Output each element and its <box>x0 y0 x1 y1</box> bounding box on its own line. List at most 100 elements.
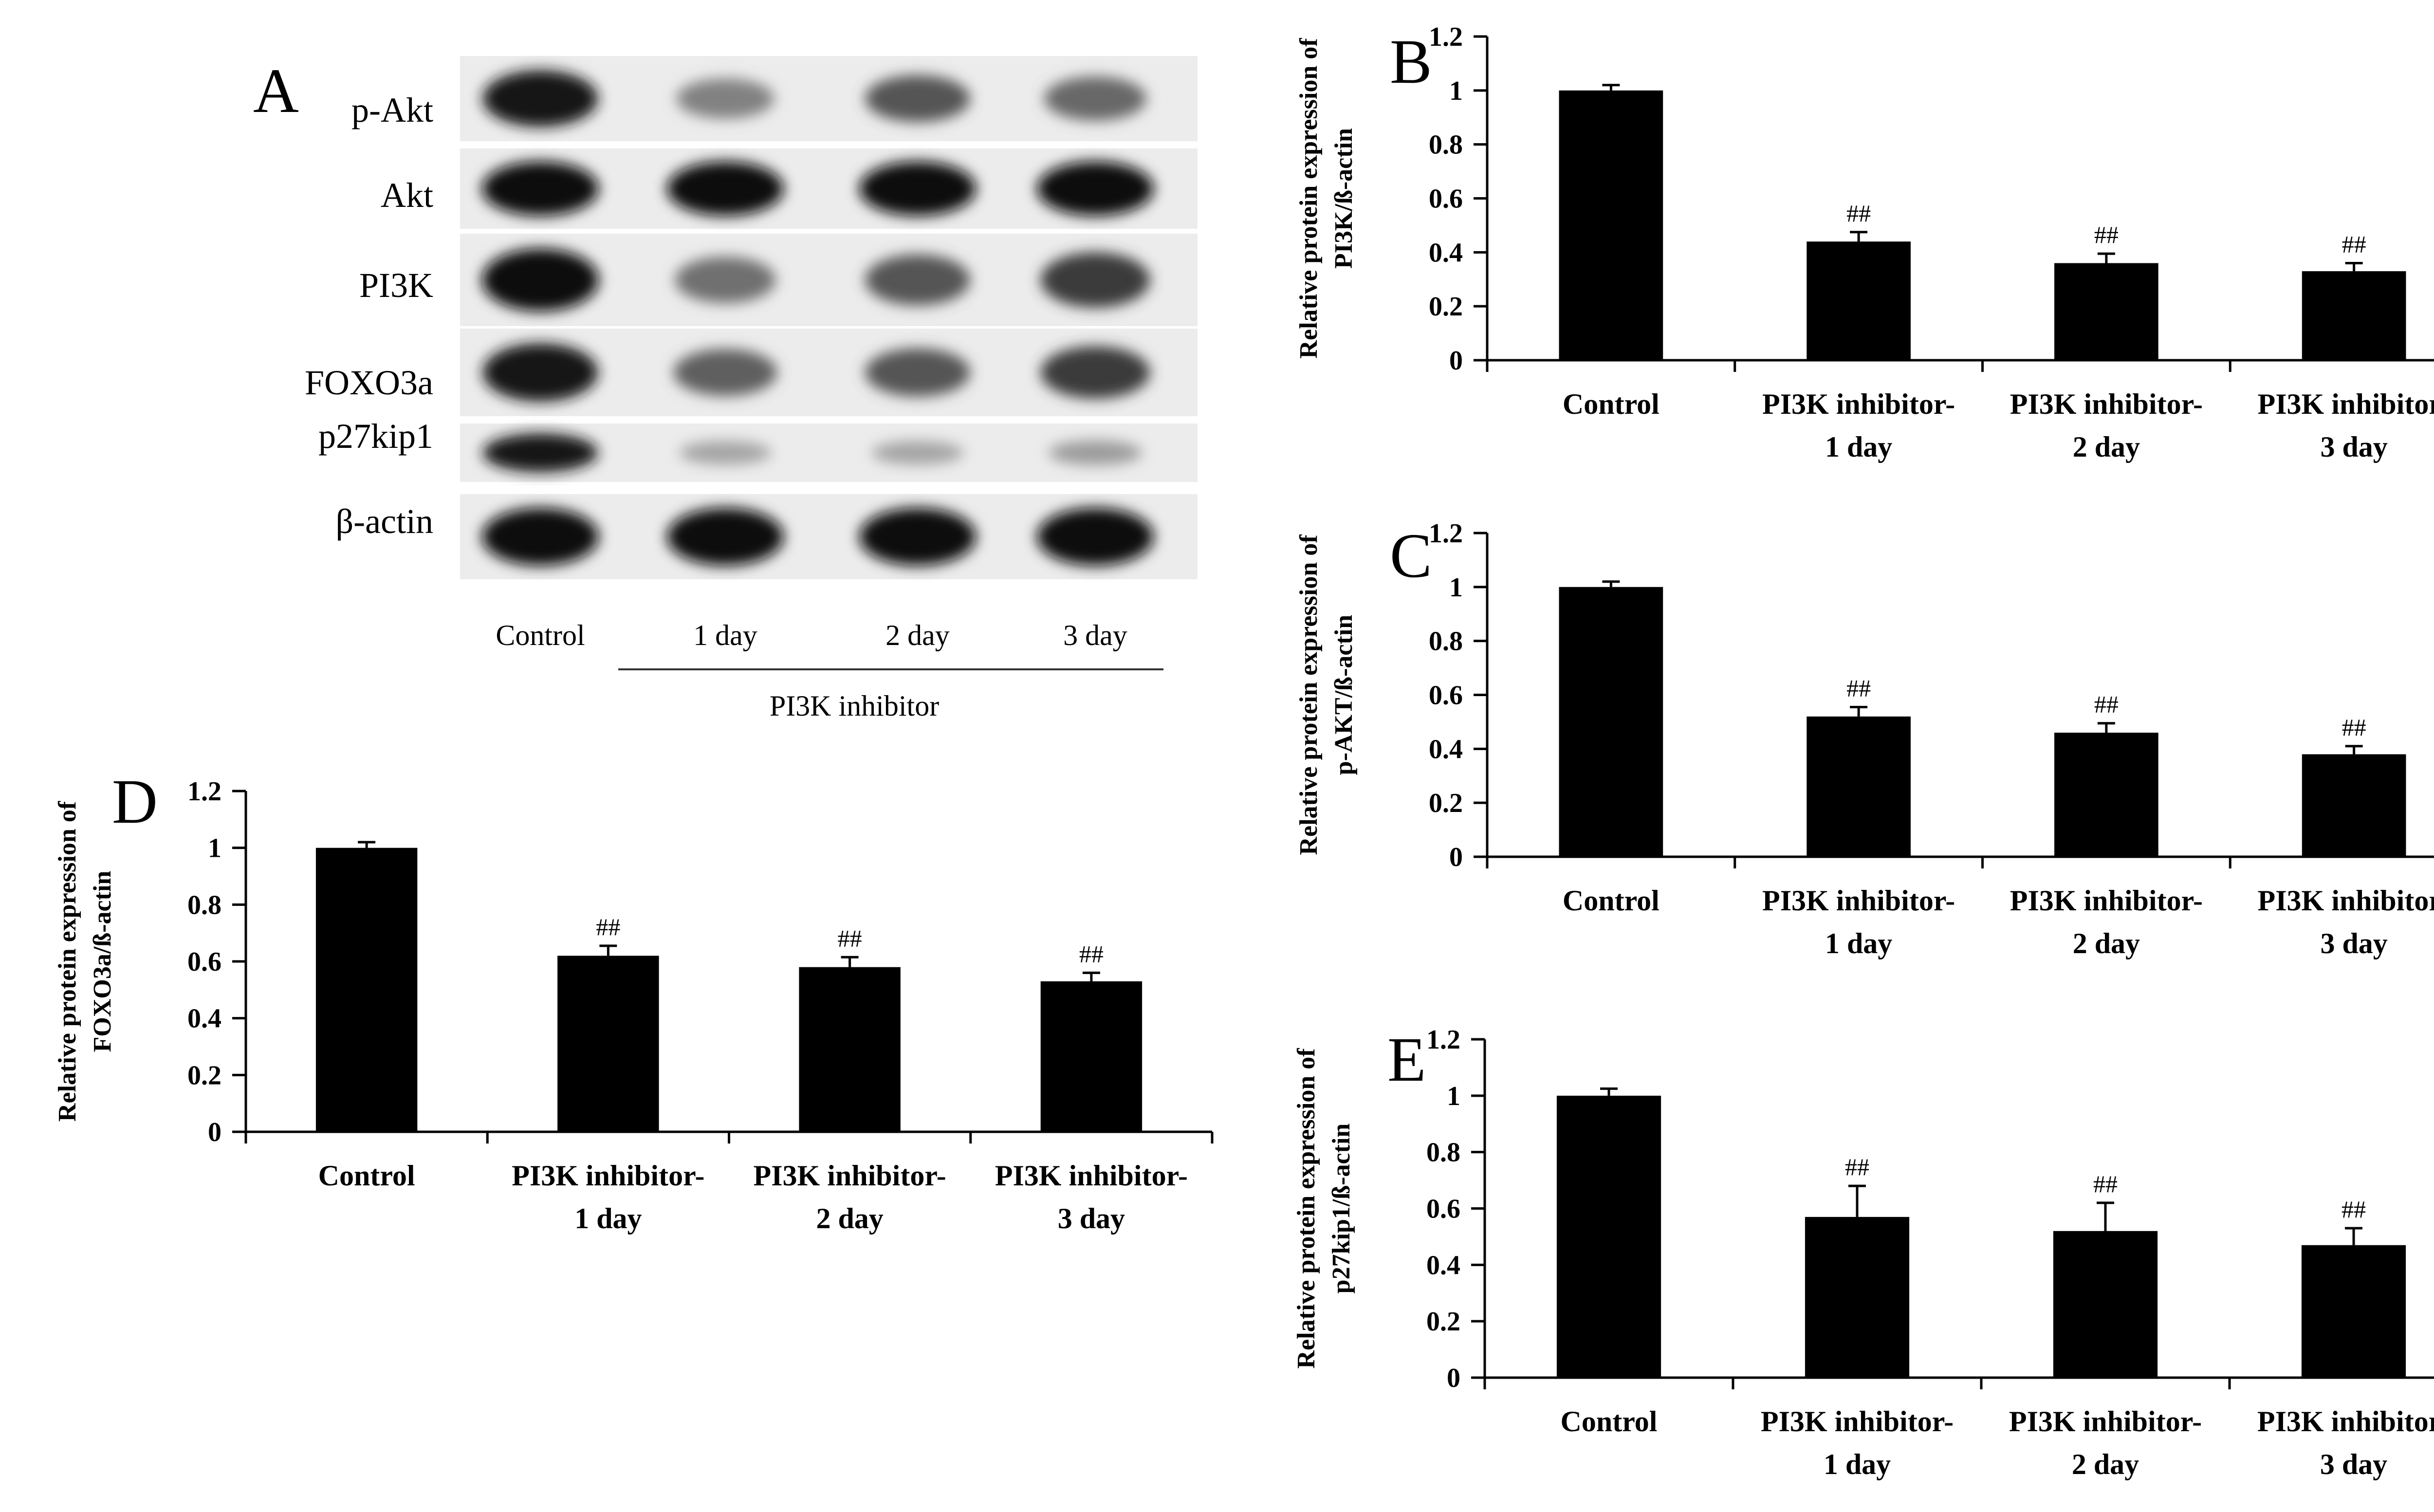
blot-band <box>675 257 776 303</box>
bar <box>1040 981 1143 1132</box>
y-tick-label: 0 <box>1447 1363 1460 1393</box>
significance-marker: ## <box>1846 200 1871 227</box>
bar <box>2054 733 2158 857</box>
y-axis-label: p-AKT/ß-actin <box>1330 615 1358 775</box>
blot-band <box>859 161 976 216</box>
bar <box>799 967 901 1132</box>
x-category-label: 2 day <box>2073 431 2140 463</box>
x-category-label: 1 day <box>574 1202 642 1235</box>
x-category-label: 1 day <box>1824 1448 1891 1480</box>
y-tick-label: 0.6 <box>1426 1194 1460 1224</box>
x-category-label: PI3K inhibitor- <box>512 1160 704 1192</box>
panel-label: D <box>112 767 158 837</box>
blot-band <box>482 343 598 402</box>
blot-band <box>1040 346 1150 399</box>
blot-band <box>1037 161 1154 216</box>
x-category-label: PI3K inhibitor- <box>2010 885 2203 917</box>
blot-band <box>482 248 599 312</box>
y-tick-label: 0.8 <box>1429 627 1463 657</box>
y-tick-label: 0.4 <box>1429 238 1463 268</box>
x-category-label: 2 day <box>2073 927 2140 959</box>
y-tick-label: 0.2 <box>187 1060 221 1090</box>
y-tick-label: 0 <box>208 1117 221 1147</box>
x-category-label: PI3K inhibitor- <box>2258 885 2434 917</box>
bar <box>557 956 659 1132</box>
x-category-label: PI3K inhibitor- <box>1762 885 1955 917</box>
blot-lane-label: 3 day <box>1063 619 1127 651</box>
panel-label-a: A <box>253 56 299 126</box>
bar <box>2054 263 2158 360</box>
x-category-label: 3 day <box>2320 1448 2387 1480</box>
y-tick-label: 1 <box>208 833 221 864</box>
blot-band <box>1040 252 1150 308</box>
blot-band <box>679 441 772 465</box>
chart-panel-b: B 0 0.2 0.4 0.6 0.8 1 1.2 Control ## PI3K inhibito… <box>1295 22 2434 463</box>
significance-marker: ## <box>1846 674 1871 701</box>
blot-band <box>676 78 774 119</box>
significance-marker: ## <box>1845 1153 1869 1180</box>
significance-marker: ## <box>2094 691 2119 718</box>
blot-row: FOXO3a <box>305 329 1198 416</box>
x-category-label: Control <box>318 1160 415 1192</box>
y-tick-label: 0.8 <box>187 890 221 920</box>
y-tick-label: 1.2 <box>1426 1025 1460 1055</box>
blot-lane-labels: Control 1 day 2 day 3 day <box>496 619 1127 651</box>
significance-marker: ## <box>1079 940 1104 967</box>
blot-band <box>482 70 598 127</box>
x-category-label: 1 day <box>1825 431 1892 463</box>
y-tick-label: 0.4 <box>1429 734 1463 764</box>
y-tick-label: 0 <box>1449 842 1463 872</box>
y-tick-label: 0.6 <box>187 947 221 977</box>
y-tick-label: 1.2 <box>187 776 221 807</box>
y-tick-label: 0.4 <box>1426 1250 1460 1280</box>
bar <box>2302 754 2406 857</box>
panel-label: B <box>1390 27 1432 97</box>
blot-row: p27kip1 <box>318 417 1198 482</box>
y-tick-label: 0.8 <box>1429 130 1463 160</box>
blot-band <box>859 508 976 566</box>
significance-marker: ## <box>2094 221 2119 248</box>
chart-panel-d: D 0 0.2 0.4 0.6 0.8 1 1.2 Control ## PI3K inhibito… <box>54 767 1214 1235</box>
y-axis-label: FOXO3a/ß-actin <box>89 871 116 1052</box>
y-tick-label: 0.6 <box>1429 184 1463 214</box>
y-tick-label: 0.2 <box>1426 1307 1460 1337</box>
blot-band <box>667 161 784 216</box>
x-category-label: Control <box>1561 1405 1658 1438</box>
x-category-label: 2 day <box>2072 1448 2139 1480</box>
bar <box>2302 271 2406 360</box>
y-axis-label: p27kip1/ß-actin <box>1328 1124 1355 1294</box>
blot-band <box>482 508 599 566</box>
panel-label: C <box>1390 521 1432 591</box>
x-category-label: PI3K inhibitor- <box>995 1160 1188 1192</box>
y-axis-label: Relative protein expression of <box>1295 535 1323 855</box>
x-category-label: 3 day <box>2320 431 2387 463</box>
x-category-label: PI3K inhibitor- <box>2258 388 2434 420</box>
y-tick-label: 1 <box>1449 572 1463 603</box>
x-category-label: PI3K inhibitor- <box>2009 1405 2202 1438</box>
x-category-label: 3 day <box>1058 1202 1125 1235</box>
x-category-label: 2 day <box>816 1202 883 1235</box>
blot-row-label: p27kip1 <box>318 417 433 456</box>
y-tick-label: 0.2 <box>1429 292 1463 322</box>
chart-panel-e: E 0 0.2 0.4 0.6 0.8 1 1.2 Control ## PI3K inhibito… <box>1292 1025 2434 1480</box>
bar <box>315 848 418 1132</box>
blot-row-label: β-actin <box>335 502 433 541</box>
y-tick-label: 0.6 <box>1429 681 1463 711</box>
blot-row-label: p-Akt <box>351 91 433 129</box>
bar <box>2053 1231 2158 1378</box>
inhibitor-group-label: PI3K inhibitor <box>770 690 939 722</box>
bar <box>1807 241 1911 360</box>
significance-marker: ## <box>2342 1196 2366 1223</box>
significance-marker: ## <box>2093 1170 2118 1198</box>
x-category-label: PI3K inhibitor- <box>2257 1405 2434 1438</box>
blot-row-label: FOXO3a <box>305 363 433 402</box>
x-category-label: 3 day <box>2320 927 2387 959</box>
blot-band <box>865 254 970 306</box>
y-tick-label: 0.8 <box>1426 1138 1460 1168</box>
blot-band <box>865 348 970 397</box>
y-axis-label: Relative protein expression of <box>54 801 81 1122</box>
blot-band <box>673 349 777 396</box>
y-tick-label: 0.4 <box>187 1004 221 1034</box>
significance-marker: ## <box>2342 714 2366 741</box>
